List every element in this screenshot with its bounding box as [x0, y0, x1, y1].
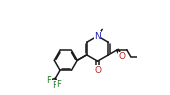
Text: O: O	[94, 66, 101, 75]
Text: F: F	[52, 81, 57, 90]
Text: F: F	[46, 76, 51, 85]
Text: F: F	[56, 80, 61, 89]
Text: N: N	[94, 32, 101, 41]
Text: O: O	[118, 52, 125, 61]
